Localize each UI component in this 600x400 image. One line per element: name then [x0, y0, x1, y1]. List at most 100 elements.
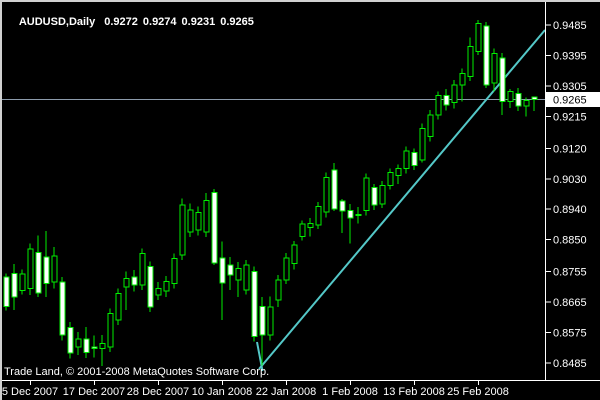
- candle-body: [403, 150, 410, 170]
- candle-body: [123, 278, 130, 288]
- ohlc-high: 0.9274: [142, 16, 177, 28]
- candle: [51, 247, 58, 289]
- price-axis-label: 0.9215: [553, 111, 587, 123]
- candle-body: [115, 292, 122, 321]
- chart-title: AUDUSD,Daily 0.9272 0.9274 0.9231 0.9265: [7, 4, 259, 40]
- candle: [27, 243, 34, 296]
- candle: [139, 248, 146, 290]
- candle: [171, 253, 178, 289]
- date-axis-label: 5 Dec 2007: [2, 386, 58, 398]
- candle-body: [523, 99, 530, 107]
- candle: [11, 263, 18, 310]
- candle: [59, 276, 66, 341]
- candle: [387, 168, 394, 190]
- candle: [483, 21, 490, 89]
- price-axis[interactable]: 0.9485 0.9395 0.9305 0.9215 0.9120 0.9030 0.89…: [545, 20, 587, 370]
- candle: [403, 146, 410, 174]
- candle-body: [251, 271, 258, 338]
- candle-body: [179, 204, 186, 256]
- candle-body: [395, 168, 402, 176]
- candle-body: [483, 25, 490, 86]
- candle-body: [507, 91, 514, 103]
- candle: [355, 207, 362, 224]
- candle-body: [531, 96, 538, 100]
- candle: [83, 326, 90, 358]
- ohlc-open: 0.9272: [104, 16, 138, 28]
- candle-body: [307, 222, 314, 228]
- candle: [299, 220, 306, 241]
- candle-body: [459, 72, 466, 86]
- candle: [515, 88, 522, 112]
- candle: [267, 296, 274, 341]
- candle: [363, 173, 370, 216]
- candle: [475, 19, 482, 56]
- date-axis-label: 22 Jan 2008: [256, 386, 317, 398]
- candle: [67, 322, 74, 359]
- candle-body: [275, 279, 282, 301]
- price-axis-label: 0.9485: [553, 20, 587, 32]
- candle: [227, 256, 234, 290]
- candle-body: [163, 281, 170, 292]
- candle: [419, 123, 426, 163]
- candle: [203, 192, 210, 237]
- date-axis-label: 13 Feb 2008: [383, 386, 445, 398]
- candle-body: [35, 251, 42, 294]
- candle-body: [43, 256, 50, 285]
- price-axis-label: 0.9395: [553, 50, 587, 62]
- candle-body: [371, 187, 378, 206]
- candle: [275, 275, 282, 308]
- ohlc-low: 0.9231: [181, 16, 216, 28]
- candle: [259, 297, 266, 366]
- candle: [251, 266, 258, 342]
- candle: [107, 308, 114, 352]
- candle-body: [243, 264, 250, 291]
- candle-body: [427, 114, 434, 138]
- candle-body: [355, 214, 362, 217]
- date-axis-label: 1 Feb 2008: [322, 386, 378, 398]
- candle-body: [139, 252, 146, 286]
- candle: [291, 240, 298, 270]
- candle-body: [411, 151, 418, 166]
- candle: [459, 68, 466, 102]
- candle-body: [195, 212, 202, 231]
- candle: [75, 332, 82, 356]
- candle-body: [323, 176, 330, 213]
- candle: [211, 188, 218, 265]
- candle: [323, 172, 330, 218]
- candle: [331, 163, 338, 212]
- candle-body: [3, 276, 10, 308]
- candle: [235, 261, 242, 297]
- date-axis-label: 25 Feb 2008: [447, 386, 509, 398]
- candle: [243, 260, 250, 295]
- candle-body: [99, 343, 106, 349]
- ohlc-close: 0.9265: [220, 16, 254, 28]
- candle-body: [291, 244, 298, 264]
- candle-body: [131, 276, 138, 286]
- current-price-tag-value: 0.9265: [553, 94, 587, 106]
- candle-body: [147, 266, 154, 308]
- candle-body: [339, 200, 346, 212]
- time-axis[interactable]: 5 Dec 2007 17 Dec 2007 28 Dec 2007 10 Jan 2…: [2, 381, 509, 398]
- candle: [347, 203, 354, 244]
- price-axis-label: 0.8575: [553, 328, 587, 340]
- candle-body: [491, 52, 498, 84]
- price-axis-label: 0.8755: [553, 267, 587, 279]
- candle-body: [259, 306, 266, 336]
- candle: [379, 180, 386, 208]
- date-axis-label: 17 Dec 2007: [63, 386, 125, 398]
- candle-body: [267, 306, 274, 336]
- price-axis-label: 0.9030: [553, 174, 587, 186]
- candle-body: [171, 258, 178, 285]
- window-border-top: [0, 0, 600, 2]
- window-border-left: [0, 0, 2, 400]
- candle: [499, 53, 506, 115]
- candle-body: [51, 255, 58, 283]
- current-price-tag: 0.9265: [546, 91, 600, 107]
- candle-series: [3, 19, 538, 367]
- spike-low-line[interactable]: [256, 341, 264, 372]
- candle-body: [283, 257, 290, 281]
- candle: [131, 270, 138, 292]
- candle-body: [363, 177, 370, 212]
- uptrend-line[interactable]: [258, 29, 546, 370]
